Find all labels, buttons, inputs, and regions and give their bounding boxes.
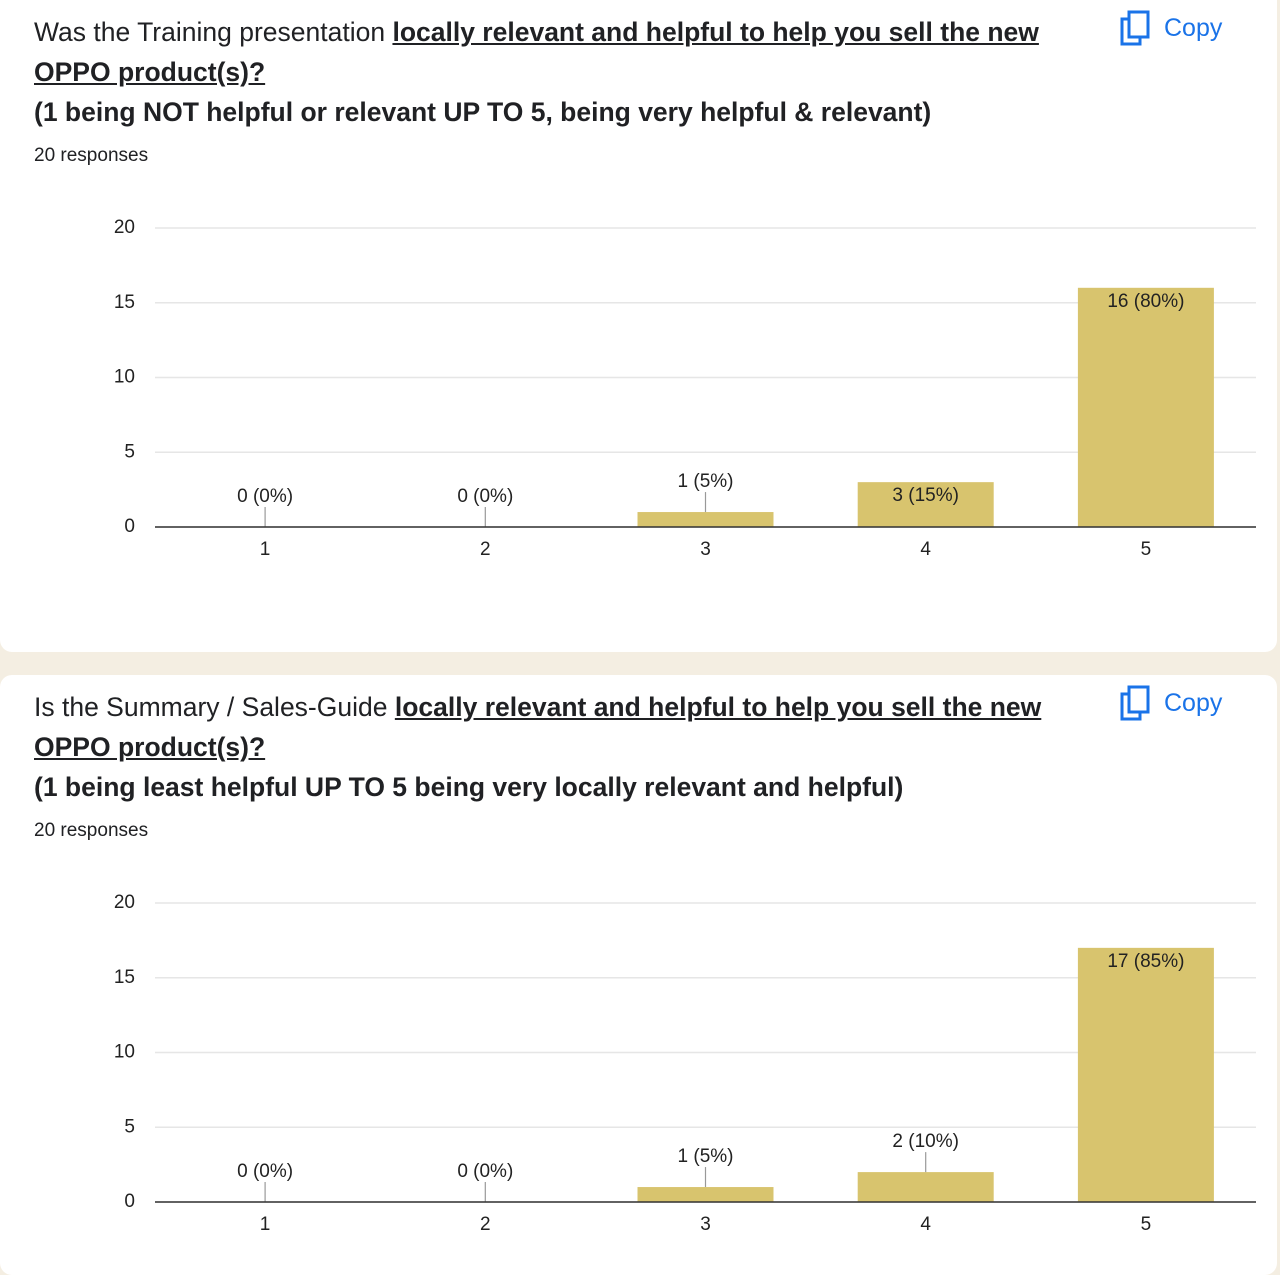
response-count: 20 responses [34,145,149,166]
data-label: 0 (0%) [457,1161,513,1182]
copy-label: Copy [1164,13,1223,42]
data-label: 1 (5%) [678,471,734,492]
copy-icon [1120,685,1150,721]
chart: 0 5 10 15 20 1 0 (0%) 2 0 (0%) 3 1 (5%) 4 2 (10%) 5 17… [114,892,1256,1235]
y-tick-label: 20 [114,892,135,913]
bar [857,482,994,527]
copy-icon [1120,10,1150,46]
data-label: 1 (5%) [678,1146,734,1167]
response-count: 20 responses [34,820,149,841]
title-text: Was the Training presentation [34,17,386,47]
question-title: Is the Summary / Sales-Guide locally rel… [34,687,1044,807]
data-label: 16 (80%) [1107,291,1184,312]
x-tick-label: 5 [1141,539,1152,560]
title-emphasis: locally relevant and helpful to help you… [34,692,1042,762]
y-tick-label: 20 [114,217,135,238]
x-tick-label: 3 [700,1214,711,1235]
title-emphasis: locally relevant and helpful to help you… [34,17,1039,87]
title-text: Is the Summary / Sales-Guide [34,692,388,722]
x-tick-label: 4 [920,1214,931,1235]
bar [637,1187,774,1202]
y-tick-label: 15 [114,292,135,313]
data-label: 2 (10%) [892,1131,959,1152]
bar [857,1172,994,1202]
copy-label: Copy [1164,688,1223,717]
y-tick-label: 10 [114,1042,135,1063]
data-label: 17 (85%) [1107,951,1184,972]
x-tick-label: 5 [1141,1214,1152,1235]
x-tick-label: 1 [260,539,271,560]
x-tick-label: 2 [480,1214,491,1235]
y-tick-label: 0 [124,516,135,537]
subtitle: (1 being NOT helpful or relevant UP TO 5… [34,97,932,127]
x-tick-label: 4 [920,539,931,560]
y-tick-label: 15 [114,967,135,988]
subtitle: (1 being least helpful UP TO 5 being ver… [34,772,904,802]
bar [1077,947,1214,1202]
chart: 0 5 10 15 20 1 0 (0%) 2 0 (0%) 3 1 (5%) 4 3 (15%) 5 16… [114,217,1256,560]
data-label: 0 (0%) [237,486,293,507]
data-label: 0 (0%) [237,1161,293,1182]
question-card: Is the Summary / Sales-Guide locally rel… [0,675,1277,1275]
copy-button[interactable]: Copy [1120,685,1222,721]
question-title: Was the Training presentation locally re… [34,12,1044,132]
x-tick-label: 1 [260,1214,271,1235]
x-tick-label: 3 [700,539,711,560]
y-tick-label: 5 [124,1116,135,1137]
bar [637,512,774,527]
bar [1077,287,1214,527]
y-tick-label: 10 [114,367,135,388]
question-card: Was the Training presentation locally re… [0,0,1277,652]
y-tick-label: 0 [124,1191,135,1212]
y-tick-label: 5 [124,441,135,462]
x-tick-label: 2 [480,539,491,560]
copy-button[interactable]: Copy [1120,10,1222,46]
data-label: 0 (0%) [457,486,513,507]
data-label: 3 (15%) [892,485,959,506]
